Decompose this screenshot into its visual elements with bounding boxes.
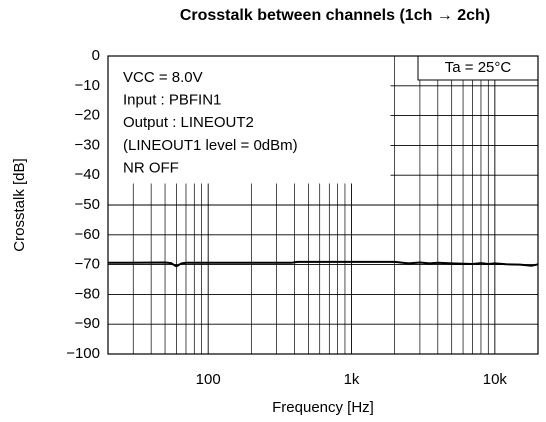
y-tick-label: −30 bbox=[75, 136, 100, 153]
annotation: NR OFF bbox=[123, 159, 179, 176]
y-tick-label: −60 bbox=[75, 226, 100, 243]
y-tick-label: −80 bbox=[75, 285, 100, 302]
annotation-box bbox=[108, 56, 391, 184]
x-tick-label: 1k bbox=[344, 371, 360, 388]
y-tick-label: −90 bbox=[75, 315, 100, 332]
x-tick-label: 10k bbox=[483, 371, 508, 388]
x-tick-label: 100 bbox=[196, 371, 221, 388]
y-tick-label: −100 bbox=[66, 345, 100, 362]
annotation: (LINEOUT1 level = 0dBm) bbox=[123, 137, 298, 154]
data-line bbox=[107, 260, 539, 268]
y-tick-label: −40 bbox=[75, 166, 100, 183]
annotation: Output : LINEOUT2 bbox=[123, 114, 254, 131]
y-axis-label: Crosstalk [dB] bbox=[11, 158, 28, 251]
condition: Ta = 25°C bbox=[445, 59, 512, 76]
plot-frame bbox=[107, 55, 539, 355]
annotation: Input : PBFIN1 bbox=[123, 92, 221, 109]
y-tick-label: −10 bbox=[75, 77, 100, 94]
chart-title: Crosstalk between channels (1ch → 2ch) bbox=[180, 7, 490, 24]
y-tick-label: −20 bbox=[75, 107, 100, 124]
y-tick-label: 0 bbox=[92, 47, 100, 64]
annotation: VCC = 8.0V bbox=[123, 69, 203, 86]
x-axis-label: Frequency [Hz] bbox=[272, 399, 374, 416]
y-tick-label: −50 bbox=[75, 196, 100, 213]
y-tick-label: −70 bbox=[75, 256, 100, 273]
